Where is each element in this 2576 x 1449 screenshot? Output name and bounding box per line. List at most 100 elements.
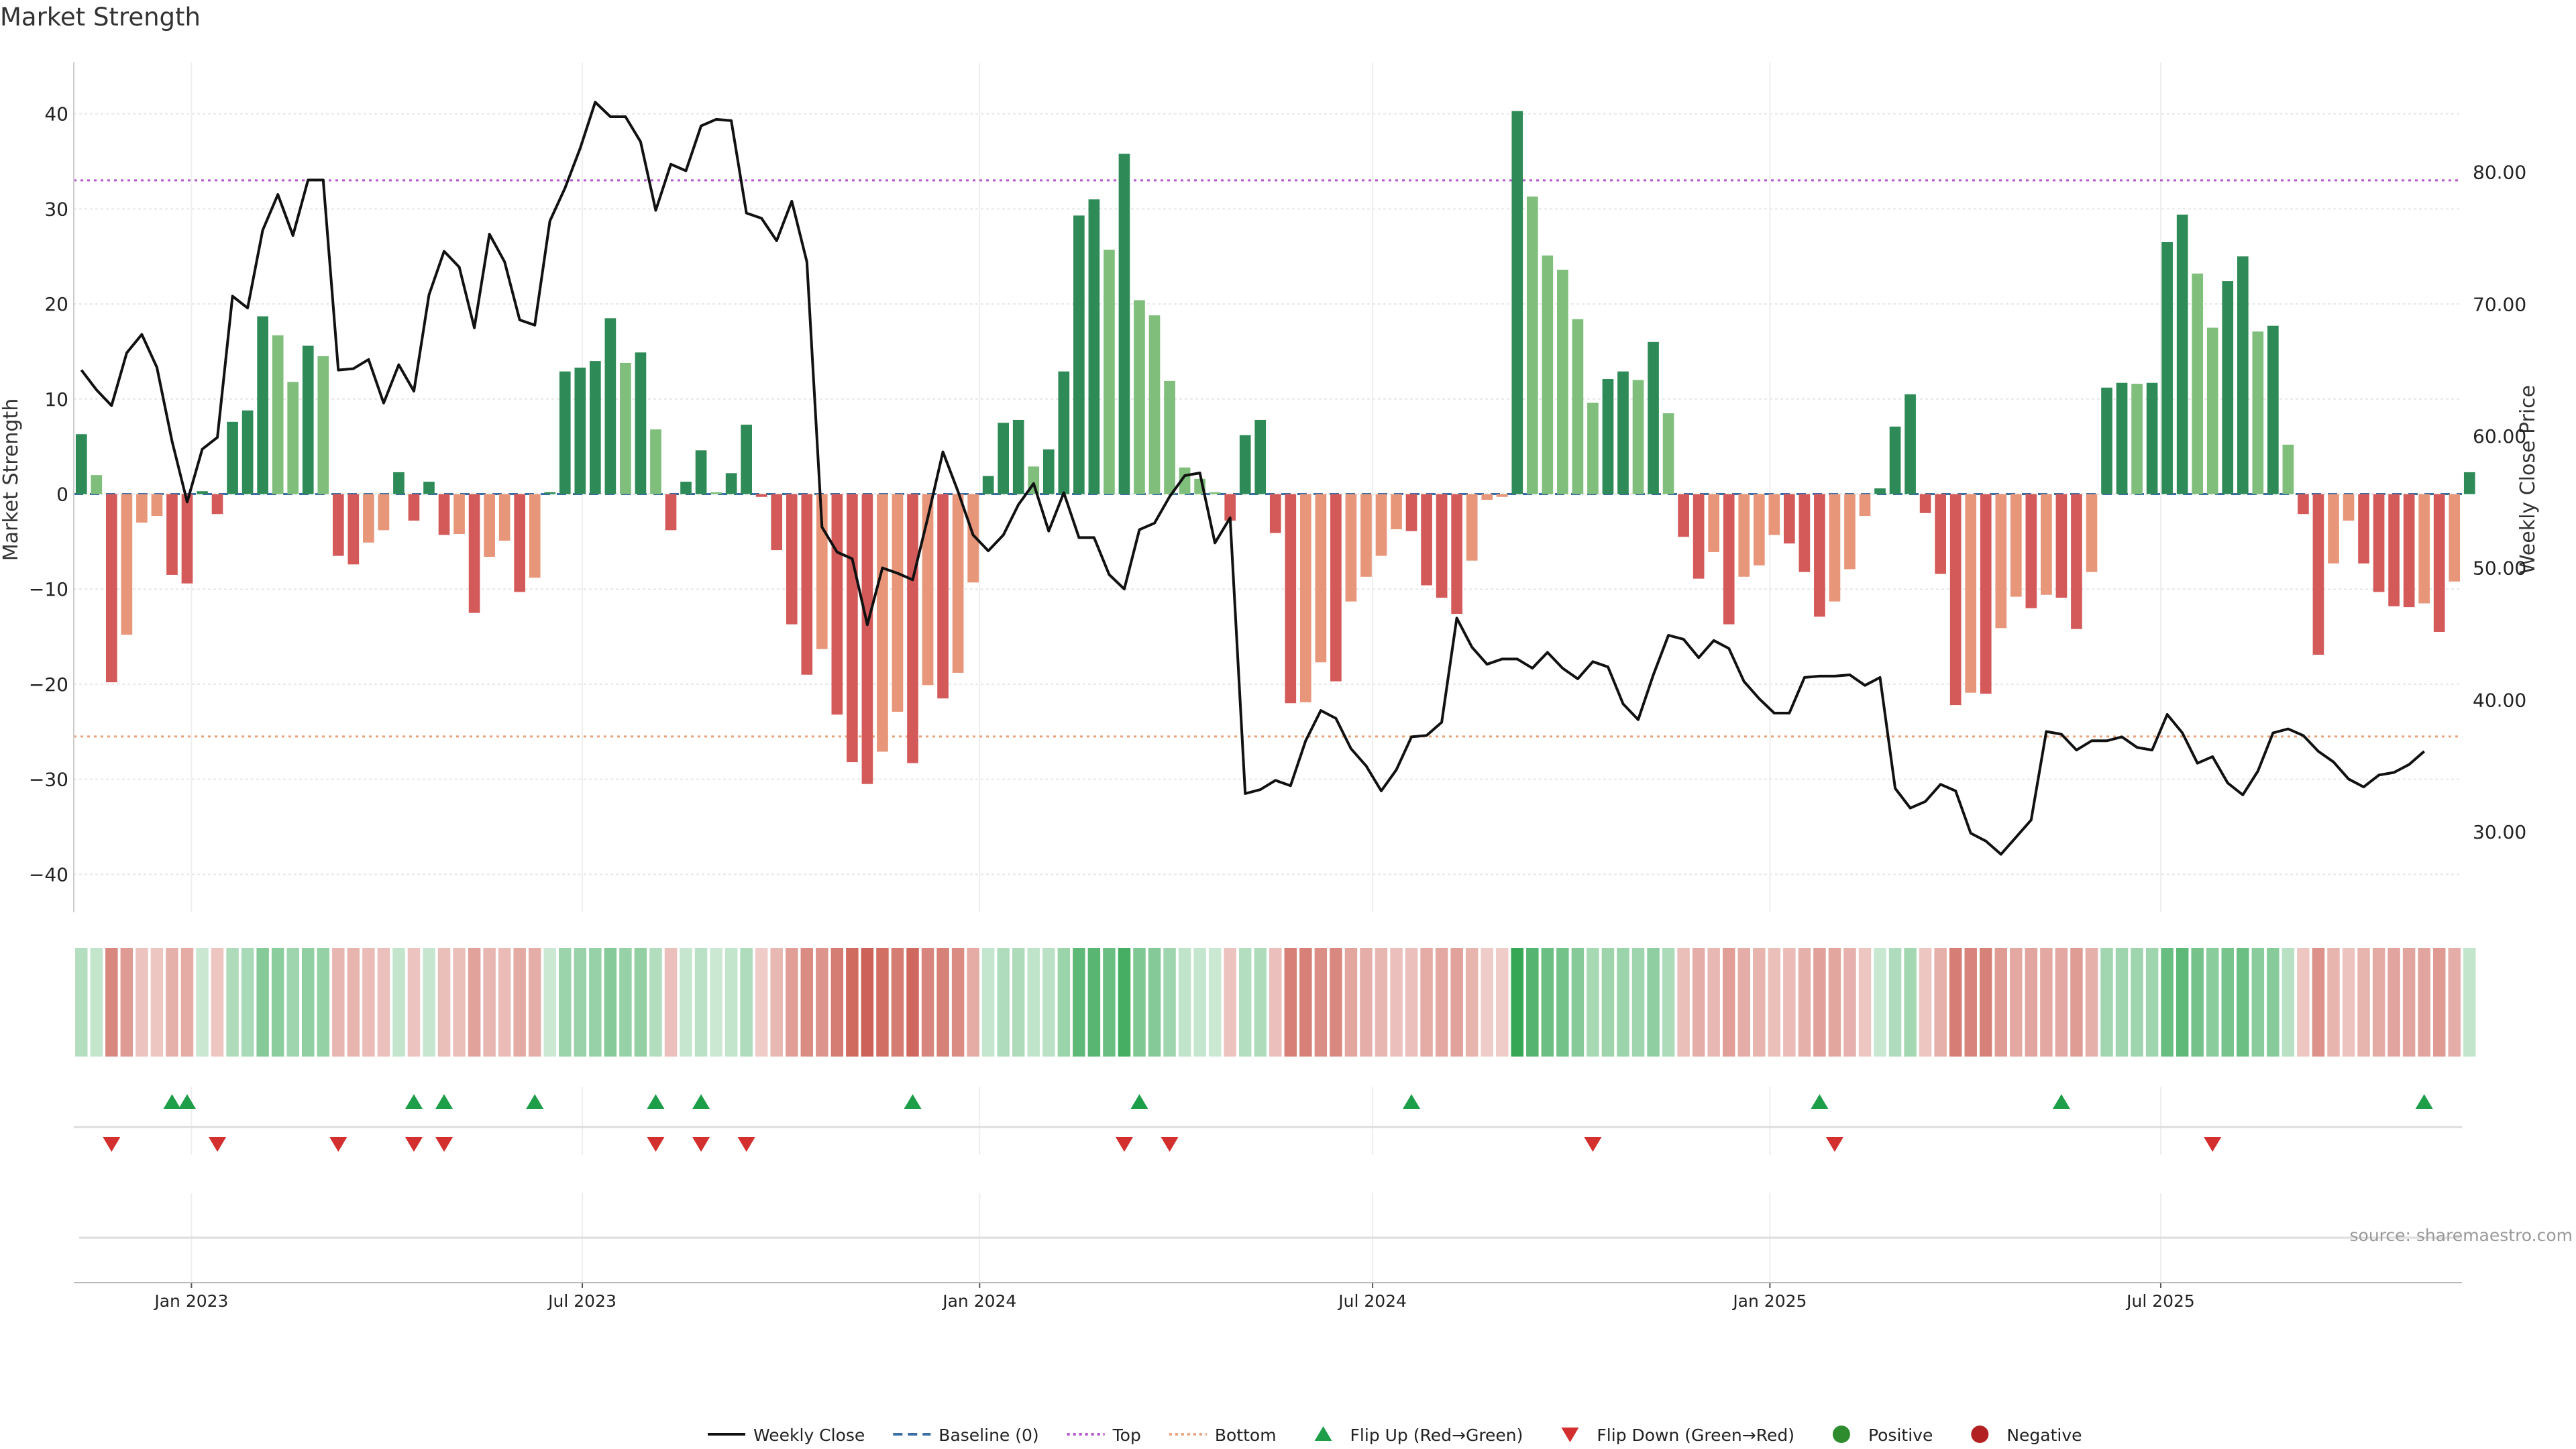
heatmap-cell [2221, 948, 2234, 1057]
heatmap-cell [1405, 948, 1418, 1057]
strength-bar-negative [1799, 494, 1811, 572]
heatmap-cell [1057, 948, 1071, 1057]
heatmap-cell [1949, 948, 1962, 1057]
strength-bar-negative [1919, 494, 1931, 513]
heatmap-cell [347, 948, 360, 1057]
heatmap-cell [362, 948, 375, 1057]
strength-bar-negative [2343, 494, 2355, 521]
heatmap-cell [1224, 948, 1236, 1057]
flip-up-marker [435, 1094, 453, 1109]
strength-bar-negative [1299, 494, 1311, 702]
strength-bar-positive [257, 316, 268, 494]
strength-bar-negative [1678, 494, 1689, 537]
heatmap-cell [2448, 948, 2461, 1057]
flip-up-marker [1403, 1094, 1421, 1109]
legend-swatch [1314, 1426, 1332, 1441]
strength-bar-positive [1239, 435, 1251, 494]
strength-bar-positive [1557, 270, 1568, 494]
heatmap-cell [2357, 948, 2370, 1057]
strength-bar-negative [1723, 494, 1735, 625]
strength-bar-negative [1814, 494, 1825, 617]
heatmap-cell [332, 948, 345, 1057]
legend-swatch [1971, 1426, 1989, 1443]
strength-bar-negative [1269, 494, 1281, 533]
strength-bar-negative [1753, 494, 1765, 566]
strength-bar-positive [1662, 413, 1674, 494]
heatmap-cell [1087, 948, 1101, 1057]
heatmap-cell [1828, 948, 1841, 1057]
strength-bar-negative [2433, 494, 2445, 632]
strength-bar-negative [861, 494, 873, 784]
heatmap-cell [256, 948, 269, 1057]
heatmap-cell [1707, 948, 1720, 1057]
y-tick-label-right: 70.00 [2473, 293, 2526, 315]
strength-bar-negative [2403, 494, 2415, 608]
heatmap-cell [951, 948, 965, 1057]
flip-down-marker [1584, 1137, 1602, 1152]
strength-bar-positive [741, 425, 752, 494]
heatmap-cell [1133, 948, 1146, 1057]
heatmap-cell [1435, 948, 1448, 1057]
heatmap-cell [196, 948, 209, 1057]
y-tick-label-left: 40 [44, 103, 68, 125]
flip-up-marker [526, 1094, 544, 1109]
heatmap-cell [1737, 948, 1750, 1057]
heatmap-cell [1980, 948, 1992, 1057]
strength-bar-negative [484, 494, 495, 557]
heatmap-cell [1994, 948, 2008, 1057]
heatmap-cell [2327, 948, 2340, 1057]
heatmap-cell [1103, 948, 1116, 1057]
heatmap-cell [2342, 948, 2355, 1057]
strength-bar-negative [1693, 494, 1705, 579]
heatmap-cell [1238, 948, 1252, 1057]
heatmap-cell [2402, 948, 2416, 1057]
strength-bar-negative [1315, 494, 1327, 663]
heatmap-cell [634, 948, 647, 1057]
legend-label: Negative [2006, 1426, 2082, 1445]
strength-bar-positive [2101, 387, 2112, 494]
heatmap-cell [816, 948, 828, 1057]
heatmap-cell [166, 948, 178, 1057]
y-tick-label-left: 10 [44, 388, 68, 411]
strength-bar-negative [1844, 494, 1856, 570]
heatmap-cell [468, 948, 481, 1057]
heatmap-cell [786, 948, 798, 1057]
axes: 40 30 20 10 0 −10 −20 −30 −40 80.00 70.00 60.00 50.0… [29, 62, 2526, 1311]
strength-bar-negative [847, 494, 858, 763]
heatmap-cell [75, 948, 88, 1057]
strength-bar-positive [1164, 380, 1175, 494]
strength-bar-negative [1496, 494, 1508, 497]
strength-bar-negative [952, 494, 964, 673]
heatmap-cell [2251, 948, 2265, 1057]
heatmap-cell [981, 948, 995, 1057]
heatmap-cell [377, 948, 390, 1057]
heatmap-cell [1254, 948, 1267, 1057]
heatmap-cell [649, 948, 662, 1057]
x-tick-label: Jul 2024 [1337, 1291, 1407, 1311]
heatmap-cell [619, 948, 632, 1057]
strength-bar-positive [2161, 241, 2173, 494]
heatmap-cell [936, 948, 949, 1057]
heatmap-cell [286, 948, 299, 1057]
strength-bar-negative [1708, 494, 1720, 552]
heatmap-cell [90, 948, 103, 1057]
legend-label: Top [1112, 1426, 1141, 1445]
heatmap-cell [1843, 948, 1856, 1057]
heatmap-cell [1269, 948, 1282, 1057]
strength-bar-positive [2222, 281, 2234, 494]
heatmap-cell [423, 948, 435, 1057]
flip-down-marker [692, 1137, 710, 1152]
flip-down-marker [435, 1137, 453, 1152]
heatmap-cell [211, 948, 224, 1057]
heatmap-cell [1858, 948, 1872, 1057]
flip-down-marker [737, 1137, 755, 1152]
flip-down-marker [405, 1137, 423, 1152]
legend: Weekly Close Baseline (0) Top Bottom Flip Up… [708, 1426, 2082, 1445]
heatmap-cell [392, 948, 405, 1057]
heatmap-cell [1344, 948, 1358, 1057]
strength-bar-positive [2116, 382, 2128, 494]
heatmap-cell [1768, 948, 1781, 1057]
strength-bar-negative [1829, 494, 1841, 602]
heatmap-cell [1631, 948, 1645, 1057]
